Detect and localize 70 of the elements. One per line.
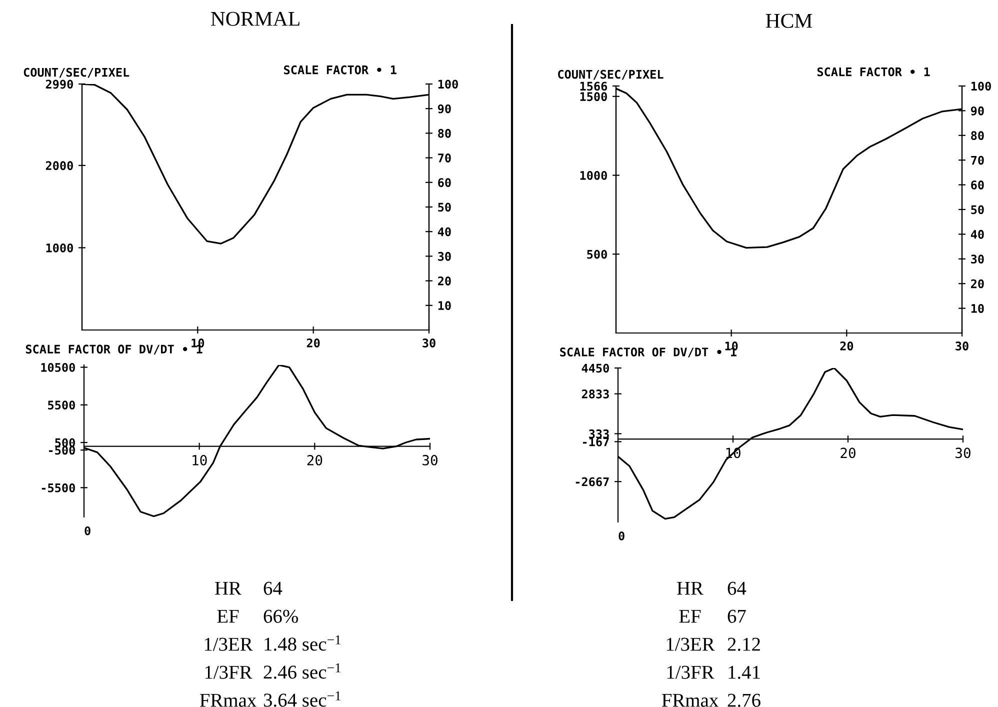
y2-tick-label: 80 — [438, 128, 451, 138]
x-tick-label: 10 — [192, 454, 207, 466]
text: 1.41 — [728, 666, 760, 679]
y2-tick-label: 70 — [971, 156, 984, 165]
x-tick-label: 20 — [307, 454, 322, 466]
text: FRmax — [662, 694, 718, 707]
y2-tick-label: 10 — [971, 304, 984, 313]
text: 1/3ER — [204, 638, 253, 651]
x-tick-label: 30 — [956, 448, 970, 458]
text: 3.64 sec$^{−1}$ — [264, 691, 341, 707]
chart-subtitle: SCALE FACTOR • 1 — [284, 65, 396, 74]
x-tick-label: 20 — [840, 448, 856, 458]
y2-tick-label: 20 — [438, 276, 451, 286]
text: 1/3ER — [666, 638, 715, 651]
chart-subtitle: SCALE FACTOR • 1 — [817, 67, 930, 76]
y2-tick-label: 70 — [438, 154, 451, 162]
y2-tick-label: 80 — [971, 131, 984, 140]
y-tick-label: 4450 — [582, 364, 609, 373]
text: 2.12 — [728, 638, 760, 651]
y2-tick-label: 20 — [970, 279, 984, 288]
y2-tick-label: 100 — [971, 82, 991, 91]
y-tick-label: 1000 — [580, 170, 607, 180]
text: EF — [679, 610, 701, 623]
y2-tick-label: 90 — [438, 104, 451, 114]
y2-tick-label: 10 — [438, 301, 451, 310]
text: 64 — [264, 582, 282, 595]
text: 0 — [84, 526, 90, 536]
text: 2.76 — [728, 694, 760, 707]
text: 1.48 sec$^{−1}$ — [264, 635, 341, 651]
text: 2.46 sec$^{−1}$ — [264, 663, 341, 679]
y2-tick-label: 30 — [971, 254, 984, 264]
y-tick-label: 2000 — [46, 161, 73, 170]
y-tick-label: 2990 — [46, 80, 73, 89]
text: 1/3FR — [667, 666, 714, 679]
chart-title: HCM — [766, 14, 812, 28]
text: FRmax — [200, 694, 256, 707]
x-tick-label: 20 — [840, 342, 854, 350]
text: HR — [677, 582, 704, 595]
text: 67 — [728, 610, 746, 623]
y2-tick-label: 30 — [438, 252, 451, 261]
text: 66% — [264, 610, 298, 623]
x-tick-label: 30 — [956, 342, 968, 350]
text: 0 — [618, 531, 624, 540]
y2-tick-label: 60 — [971, 180, 984, 190]
x-tick-label: 30 — [422, 338, 436, 348]
y-tick-label: 500 — [587, 250, 607, 259]
y2-tick-label: 60 — [438, 178, 451, 188]
y-tick-label: 2833 — [582, 390, 609, 398]
y-tick-label: -5500 — [42, 483, 75, 492]
y-tick-label: 5500 — [48, 400, 75, 410]
y-tick-label: 1566 — [580, 82, 608, 91]
y-tick-label: 1500 — [580, 92, 607, 102]
y2-tick-label: 50 — [438, 202, 451, 212]
y2-tick-label: 40 — [438, 227, 451, 236]
chart-title: NORMAL — [210, 12, 300, 26]
y-tick-label: 1000 — [46, 243, 73, 252]
x-tick-label: 30 — [422, 454, 438, 466]
text: 64 — [728, 582, 746, 595]
x-tick-label: 20 — [306, 338, 320, 348]
text: EF — [217, 610, 239, 623]
y-axis-title: COUNT/SEC/PIXEL — [24, 68, 130, 78]
y2-tick-label: 40 — [970, 230, 984, 239]
y2-tick-label: 90 — [970, 106, 984, 116]
text: 1/3FR — [205, 666, 252, 679]
y-tick-label: 10500 — [41, 362, 75, 372]
y-axis-title: COUNT/SEC/PIXEL — [558, 70, 664, 80]
text: HR — [215, 582, 242, 595]
y-tick-label: -2667 — [576, 477, 609, 486]
y2-tick-label: 50 — [971, 205, 984, 214]
y2-tick-label: 100 — [438, 80, 458, 89]
